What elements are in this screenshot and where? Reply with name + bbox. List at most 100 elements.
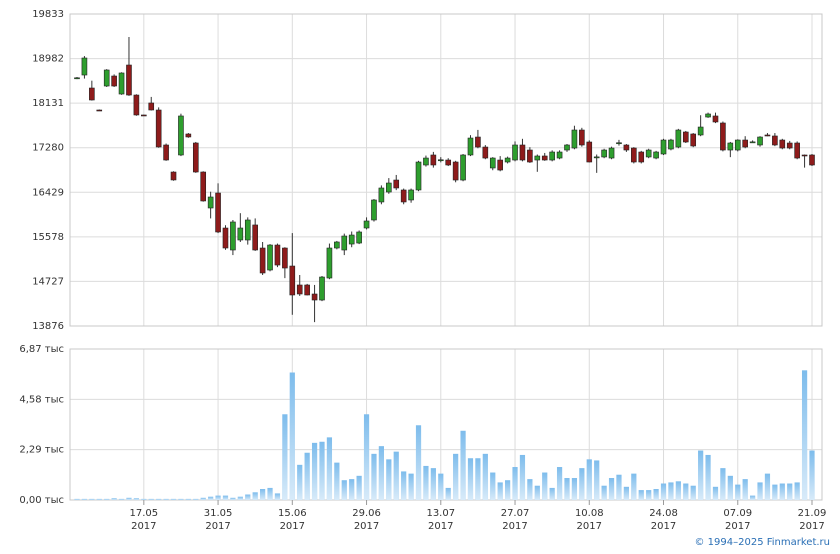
candle-body [534, 155, 541, 161]
candle-body [252, 224, 258, 251]
candle-body [311, 293, 318, 301]
volume-bar-shade [735, 484, 741, 500]
volume-bar-shade [742, 479, 748, 500]
candle-body [267, 244, 273, 271]
volume-bar-shade [408, 473, 414, 500]
x-tick-label: 13.07 2017 [426, 508, 455, 532]
volume-bar-shade [608, 478, 615, 500]
volume-bar-shade [623, 486, 629, 500]
volume-bar-shade [794, 482, 800, 500]
volume-bar-shade [356, 475, 362, 500]
volume-bar-shade [683, 483, 689, 500]
candle-body [133, 94, 140, 116]
candle-body [460, 154, 466, 181]
volume-bar-shade [505, 480, 511, 500]
candle-body [356, 231, 362, 244]
candle-body [348, 234, 355, 245]
volume-bar-shade [631, 473, 637, 500]
volume-bar-shade [163, 498, 169, 500]
volume-bar-shade [260, 489, 266, 500]
volume-bar-shade [289, 372, 295, 500]
candle-body [779, 139, 786, 149]
candle-body [631, 147, 637, 163]
x-tick-label: 10.08 2017 [575, 508, 604, 532]
x-tick-label-line: 2017 [354, 521, 379, 532]
volume-bar-shade [200, 497, 206, 500]
candle-body [623, 144, 630, 151]
x-tick-label-line: 17.05 [129, 508, 158, 519]
copyright: © 1994–2025 Finmarket.ru [694, 537, 830, 548]
volume-bar-shade [371, 453, 377, 500]
candle-body [772, 135, 778, 146]
x-tick-label: 29.06 2017 [352, 508, 381, 532]
volume-bar-shade [497, 482, 503, 500]
candle-body [749, 141, 756, 144]
volume-bar-shade [542, 472, 548, 500]
price-frame [69, 13, 823, 327]
candle-body [668, 139, 674, 150]
y-tick-label: 16429 [32, 187, 64, 198]
x-tick-label: 21.09 2017 [798, 508, 827, 532]
volume-bar-shade [237, 496, 243, 500]
candle-body [163, 144, 169, 161]
volume-bar-shade [245, 494, 251, 500]
candle-body [437, 159, 444, 162]
candle-body [215, 192, 221, 233]
x-tick-label-line: 10.08 [575, 508, 604, 519]
volume-bar-shade [297, 464, 303, 500]
volume-bar-shade [222, 495, 229, 500]
volume-bar-shade [193, 498, 199, 500]
candle-body [244, 219, 251, 241]
volume-bar-shade [267, 487, 273, 500]
candle-body [192, 142, 199, 173]
x-tick-label: 15.06 2017 [278, 508, 307, 532]
candle-body [408, 189, 414, 201]
volume-bar-shade [660, 483, 667, 500]
candle-body [452, 161, 459, 181]
candle-body [326, 247, 333, 279]
volume-bar-shade [779, 483, 785, 500]
candle-body [207, 196, 214, 209]
candle-body [96, 109, 103, 112]
candle-body [400, 189, 407, 203]
candle-body [415, 161, 422, 191]
candle-body [475, 136, 481, 148]
candle-body [682, 131, 689, 143]
candle-body [103, 69, 110, 87]
y-tick-label: 18131 [32, 98, 64, 109]
volume-bar-shade [386, 459, 392, 500]
volume-bar-shade [764, 473, 771, 500]
volume-tick-label: 6,87 тыс [19, 344, 64, 355]
candle-body [282, 247, 288, 269]
volume-bar-shade [282, 414, 288, 500]
volume-bar-shade [363, 414, 370, 500]
candle-body [148, 102, 155, 111]
candle-body [616, 142, 622, 145]
volume-tick-label: 0,00 тыс [19, 495, 64, 506]
y-tick-label: 13876 [32, 321, 64, 332]
volume-bar-shade [460, 430, 466, 500]
candle-body [74, 77, 80, 80]
x-tick-label-line: 31.05 [204, 508, 233, 519]
volume-bar-shade [809, 450, 815, 500]
candle-body [601, 149, 607, 158]
candle-body [720, 122, 726, 151]
mark-layer [74, 36, 815, 500]
candle-body [185, 133, 192, 138]
volume-bar-shade [712, 486, 719, 500]
x-tick-label: 17.05 2017 [129, 508, 158, 532]
candle-body [341, 235, 348, 251]
candle-body [504, 157, 511, 163]
volume-bar-shade [274, 493, 281, 500]
volume-bar-shade [757, 482, 763, 500]
x-tick-label: 24.08 2017 [649, 508, 678, 532]
candle-body [378, 187, 385, 203]
volume-bar-shade [720, 468, 726, 500]
candle-body [586, 141, 593, 163]
volume-bar-shade [208, 496, 214, 500]
volume-bar-shade [319, 441, 325, 500]
candle-body [705, 113, 711, 118]
candle-body [259, 247, 266, 274]
volume-bar-shade [148, 498, 154, 500]
candle-body [141, 114, 147, 117]
